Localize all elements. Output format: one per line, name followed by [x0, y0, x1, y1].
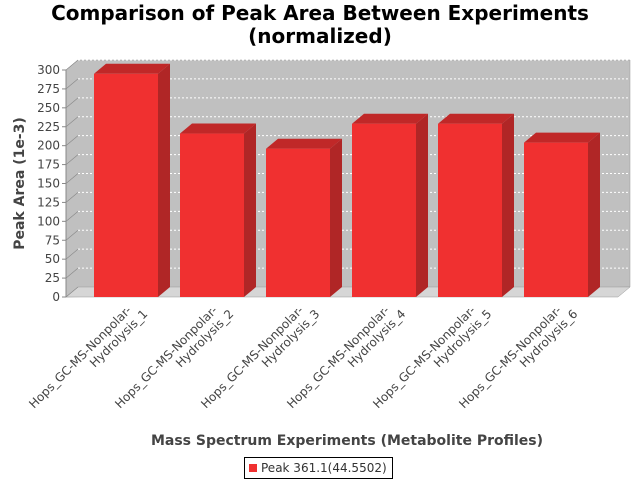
- bar: [524, 142, 588, 297]
- y-tick-connector: [65, 78, 79, 90]
- y-tick-label: 175: [37, 158, 60, 172]
- y-tick-label: 50: [45, 252, 60, 266]
- y-tick-connector: [65, 173, 79, 184]
- bar-top: [438, 113, 514, 124]
- bar: [94, 73, 158, 298]
- chart-title: Comparison of Peak Area Between Experime…: [0, 2, 640, 48]
- bar-side: [330, 138, 342, 297]
- bar: [266, 148, 330, 297]
- bar-top: [524, 132, 600, 143]
- chart-title-line-1: Comparison of Peak Area Between Experime…: [51, 1, 589, 25]
- bar-top: [94, 63, 170, 74]
- bar: [180, 133, 244, 297]
- bar-side: [588, 132, 600, 297]
- y-tick-label: 25: [45, 271, 60, 285]
- y-tick-connector: [65, 211, 79, 222]
- y-tick-connector: [65, 286, 79, 298]
- y-tick-label: 100: [37, 214, 60, 228]
- y-tick-connector: [65, 154, 79, 165]
- y-tick-label: 125: [37, 195, 60, 209]
- y-tick-label: 200: [37, 139, 60, 153]
- legend-label: Peak 361.1(44.5502): [261, 461, 387, 475]
- y-tick-label: 75: [45, 233, 60, 247]
- bar-side: [244, 123, 256, 297]
- y-tick-label: 300: [37, 63, 60, 77]
- y-tick-connector: [65, 230, 79, 241]
- bar: [352, 123, 416, 298]
- legend-swatch: [249, 464, 257, 472]
- y-tick-connector: [65, 59, 79, 71]
- x-axis-label: Mass Spectrum Experiments (Metabolite Pr…: [151, 433, 543, 449]
- y-tick-connector: [65, 267, 79, 279]
- y-tick-label: 275: [37, 82, 60, 96]
- bar-side: [416, 113, 428, 298]
- y-tick-connector: [65, 248, 79, 260]
- legend: Peak 361.1(44.5502): [244, 457, 393, 479]
- bar: [438, 123, 502, 298]
- bar-top: [180, 123, 256, 134]
- chart-title-line-2: (normalized): [248, 24, 392, 48]
- y-tick-label: 150: [37, 177, 60, 191]
- y-axis-label: Peak Area (1e-3): [12, 117, 28, 250]
- y-tick-label: 225: [37, 120, 60, 134]
- bar-side: [158, 63, 170, 298]
- y-tick-label: 250: [37, 101, 60, 115]
- bar-side: [502, 113, 514, 298]
- x-tick-label: Hops_GC-MS-Nonpolar-Hydrolysis_1: [26, 297, 150, 421]
- bar-top: [352, 113, 428, 124]
- y-tick-connector: [65, 135, 79, 146]
- y-tick-connector: [65, 192, 79, 203]
- y-tick-label: 0: [52, 290, 60, 304]
- y-tick-connector: [65, 97, 79, 109]
- y-tick-connector: [65, 116, 79, 127]
- bar-top: [266, 138, 342, 149]
